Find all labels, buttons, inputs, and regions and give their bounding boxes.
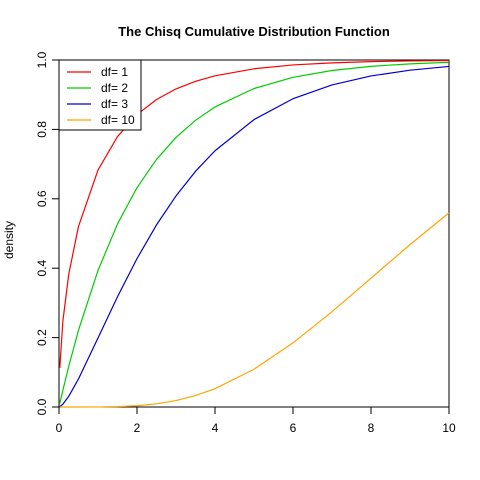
y-tick-label: 0.4 (35, 260, 49, 277)
series-line (59, 65, 450, 408)
series-line (59, 59, 450, 368)
y-tick-label: 0.0 (35, 398, 49, 415)
x-tick-label: 0 (56, 421, 63, 435)
y-tick-label: 0.6 (35, 190, 49, 207)
chart-title: The Chisq Cumulative Distribution Functi… (118, 24, 390, 39)
x-tick-label: 2 (134, 421, 141, 435)
x-tick-label: 8 (368, 421, 375, 435)
series-line (59, 212, 450, 408)
x-tick-label: 4 (212, 421, 219, 435)
y-tick-label: 0.8 (35, 121, 49, 138)
y-axis-label: density (2, 221, 16, 259)
x-tick-label: 10 (442, 421, 456, 435)
legend-label: df= 1 (101, 65, 128, 79)
legend-label: df= 3 (101, 97, 128, 111)
y-tick-label: 1.0 (35, 51, 49, 68)
legend-label: df= 10 (101, 113, 135, 127)
y-tick-label: 0.2 (35, 329, 49, 346)
plot-box (58, 59, 450, 408)
x-tick-label: 6 (290, 421, 297, 435)
legend-label: df= 2 (101, 81, 128, 95)
series-line (59, 61, 450, 404)
